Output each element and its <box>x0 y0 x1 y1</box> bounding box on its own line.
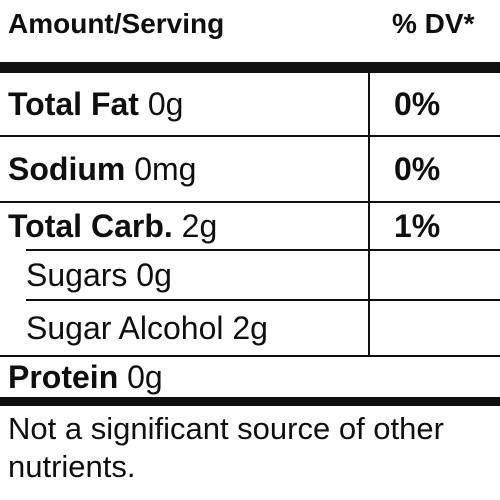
row-divider <box>26 249 500 251</box>
row-total-carb: Total Carb. 2g 1% <box>0 203 500 249</box>
nutrient-amount: 2g <box>232 309 268 346</box>
footer-divider <box>0 397 500 406</box>
row-divider <box>0 135 500 137</box>
nutrient-amount: 2g <box>181 207 218 244</box>
row-total-fat: Total Fat 0g 0% <box>0 73 500 135</box>
nutrient-cell: Sugar Alcohol 2g <box>0 301 368 355</box>
nutrient-cell: Sodium 0mg <box>0 137 368 201</box>
nutrient-name: Protein <box>8 358 119 395</box>
nutrient-cell: Sugars 0g <box>0 251 368 299</box>
nutrient-name: Sugars <box>26 256 128 293</box>
daily-value-cell: 1% <box>368 203 500 249</box>
nutrient-name: Total Carb. <box>8 207 173 244</box>
nutrient-amount: 0g <box>127 358 163 395</box>
daily-value: 0% <box>394 150 441 187</box>
nutrient-amount: 0g <box>136 256 172 293</box>
header-divider <box>0 62 500 73</box>
amount-per-serving-header: Amount/Serving <box>8 8 225 39</box>
footnote-text: Not a significant source of other nutrie… <box>8 411 444 484</box>
nutrient-cell: Protein 0g <box>0 357 500 397</box>
daily-value-cell: 0% <box>368 73 500 135</box>
nutrient-name: Total Fat <box>8 85 139 122</box>
row-divider <box>0 201 500 203</box>
row-sodium: Sodium 0mg 0% <box>0 137 500 201</box>
nutrient-amount: 0mg <box>134 150 197 187</box>
nutrient-name: Sugar Alcohol <box>26 309 224 346</box>
daily-value-cell <box>368 301 500 355</box>
daily-value: 1% <box>394 207 441 244</box>
row-sugars: Sugars 0g <box>0 251 500 299</box>
row-divider <box>26 299 500 301</box>
daily-value-cell <box>368 251 500 299</box>
row-divider <box>0 355 500 357</box>
daily-value-header: % DV* <box>392 8 475 39</box>
daily-value: 0% <box>394 85 441 122</box>
nutrient-cell: Total Carb. 2g <box>0 203 368 249</box>
nutrient-amount: 0g <box>147 85 184 122</box>
daily-value-cell: 0% <box>368 137 500 201</box>
nutrient-cell: Total Fat 0g <box>0 73 368 135</box>
row-protein: Protein 0g <box>0 357 500 397</box>
nutrient-name: Sodium <box>8 150 126 187</box>
row-sugar-alcohol: Sugar Alcohol 2g <box>0 301 500 355</box>
